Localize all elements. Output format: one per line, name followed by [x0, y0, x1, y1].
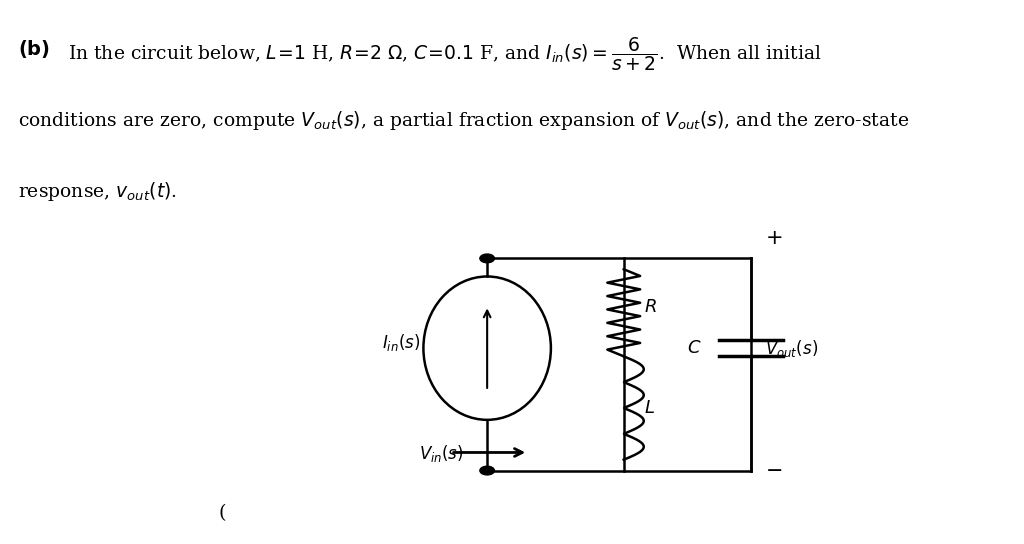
- Text: response, $v_{out}(t)$.: response, $v_{out}(t)$.: [18, 180, 177, 202]
- Text: $V_{out}(s)$: $V_{out}(s)$: [765, 338, 818, 358]
- Text: In the circuit below, $L\!=\!1$ H, $R\!=\!2\ \Omega$, $C\!=\!0.1$ F, and $I_{in}: In the circuit below, $L\!=\!1$ H, $R\!=…: [69, 35, 822, 73]
- Text: $R$: $R$: [644, 298, 656, 317]
- Text: conditions are zero, compute $V_{out}(s)$, a partial fraction expansion of $V_{o: conditions are zero, compute $V_{out}(s)…: [18, 109, 909, 132]
- Text: $I_{in}(s)$: $I_{in}(s)$: [382, 332, 421, 353]
- Text: (: (: [218, 504, 226, 522]
- Text: $+$: $+$: [765, 228, 782, 248]
- Text: $C$: $C$: [687, 339, 701, 357]
- Circle shape: [480, 254, 495, 263]
- Text: $L$: $L$: [644, 399, 654, 417]
- Text: $\mathbf{(b)}$: $\mathbf{(b)}$: [18, 38, 50, 60]
- Text: $V_{in}(s)$: $V_{in}(s)$: [419, 443, 464, 465]
- Circle shape: [480, 466, 495, 475]
- Text: $-$: $-$: [765, 460, 782, 479]
